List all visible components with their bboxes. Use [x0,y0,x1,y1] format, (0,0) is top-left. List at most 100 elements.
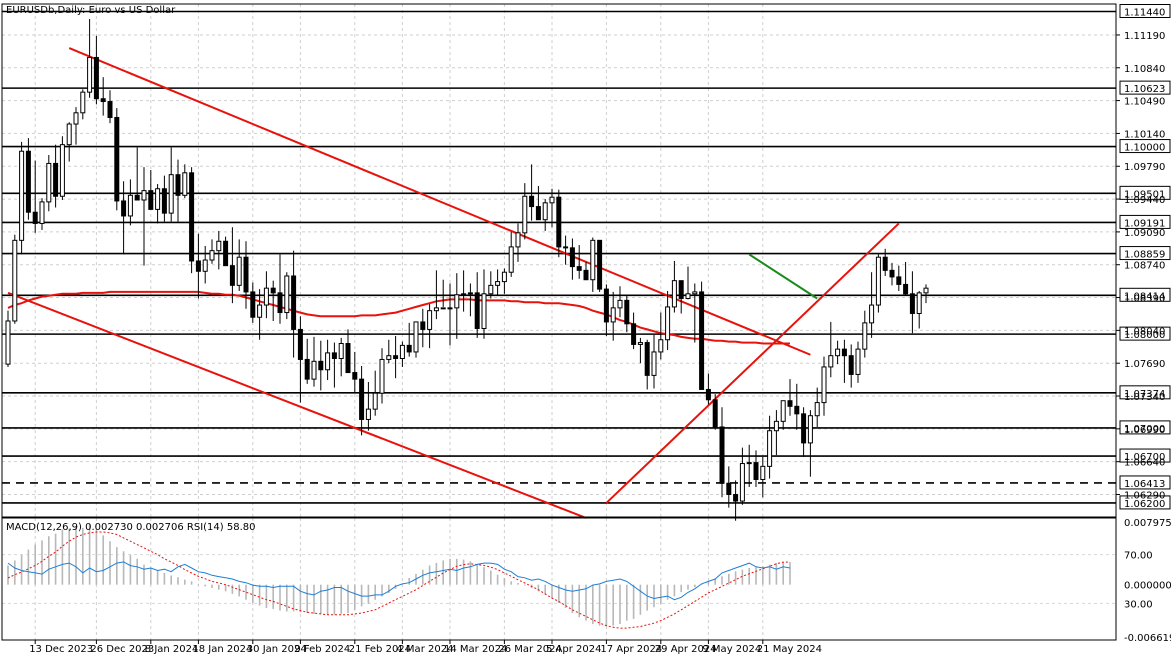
candle-bear [583,269,589,281]
level-label: 1.06413 [1124,479,1165,490]
candle-bear [243,256,249,293]
candle-bull [440,307,446,310]
x-tick-label: 9 May 2024 [702,644,761,655]
candle-bull [515,232,521,248]
level-label: 1.10623 [1124,84,1165,95]
level-label: 1.07000 [1124,424,1165,435]
candle-bear [569,247,575,268]
level-label-box [1119,4,1171,19]
x-tick-label: 18 Jan 2024 [192,644,252,655]
candle-bear [603,288,609,323]
candle-bear [352,372,358,380]
candle-bear [535,206,541,221]
candle-bear [318,360,324,371]
candle-bear [393,355,399,360]
candle-bear [556,196,562,248]
candle-bull [379,358,385,394]
candle-bear [903,283,909,295]
candle-bull [869,304,875,324]
candle-bull [12,239,18,322]
candle-bull [658,339,664,353]
candle-bear [624,299,630,325]
candle-bear [597,239,603,290]
level-label-box [1119,80,1171,95]
candle-bull [875,256,881,306]
candle-bear [32,211,38,224]
candle-bull [413,321,419,353]
candle-bear [678,280,684,299]
candle-bull [522,195,528,234]
candle-bull [746,462,752,465]
candle-bear [909,293,915,314]
candle-bull [739,463,745,502]
x-tick-label: 26 Mar 2024 [498,644,561,655]
candle-bull [182,172,188,196]
candle-bear [223,240,229,267]
axes: 1.11190 1.10840 1.10490 1.10140 1.09790 1.094… [1,3,1165,655]
candle-bear [563,246,569,249]
candle-bull [855,348,861,375]
candle-bear [175,174,181,196]
candle-bull [617,299,623,309]
candle-bear [107,101,113,118]
y-tick-label: 1.10140 [1124,129,1165,140]
candle-bull [542,202,548,221]
macd-signal-line [7,531,790,629]
candle-bull [651,351,657,376]
candle-bear [297,328,303,360]
moving-average [7,290,790,345]
candle-bull [399,344,405,360]
x-tick-label: 21 May 2024 [757,644,822,655]
candle-bull [39,201,45,224]
candle-bear [331,352,337,360]
level-label-box [1119,448,1171,463]
candle-bear [474,292,480,329]
y-tick-label: 1.08390 [1124,294,1165,305]
y-tick-label: 1.06290 [1124,490,1165,501]
candle-bull [807,415,813,444]
candle-bear [848,355,854,375]
trendline [68,47,811,356]
level-label-box [1119,495,1171,510]
x-tick-label: 13 Dec 2023 [29,644,93,655]
candle-bull [610,307,616,323]
level-label: 1.06200 [1124,499,1165,510]
candle-bull [372,392,378,410]
level-label-box [1119,326,1171,341]
price-pane-frame [1,3,1117,518]
x-tick-label: 21 Feb 2024 [349,644,411,655]
x-tick-label: 8 Jan 2024 [145,644,199,655]
level-label: 1.07374 [1124,389,1165,400]
candle-bear [420,321,426,330]
level-label-box [1119,385,1171,400]
candle-bear [93,56,99,100]
candle-bull [760,465,766,480]
candle-bear [882,256,888,271]
candle-bull [155,188,161,210]
candle-bull [454,294,460,309]
candle-bear [134,194,140,201]
x-tick-label: 17 Apr 2024 [600,644,662,655]
candle-bull [66,123,72,146]
trendlines [7,47,900,519]
level-label: 1.09191 [1124,218,1165,229]
candle-bear [794,405,800,415]
candle-bull [665,306,671,341]
trendline [605,222,900,504]
moving-average-line [7,290,790,345]
level-label-box [1119,139,1171,154]
x-tick-label: 5 Apr 2024 [546,644,601,655]
candle-bear [644,342,650,376]
candle-bull [637,342,643,345]
candle-bear [406,344,412,353]
trendline [748,253,818,300]
rsi-tick-label: 70.00 [1124,551,1153,562]
candle-bear [277,292,283,314]
candle-bull [427,310,433,330]
candle-bear [359,378,365,420]
candle-bull [501,271,507,283]
candle-bull [141,190,147,201]
candle-bull [5,320,11,365]
level-label-box [1119,475,1171,490]
